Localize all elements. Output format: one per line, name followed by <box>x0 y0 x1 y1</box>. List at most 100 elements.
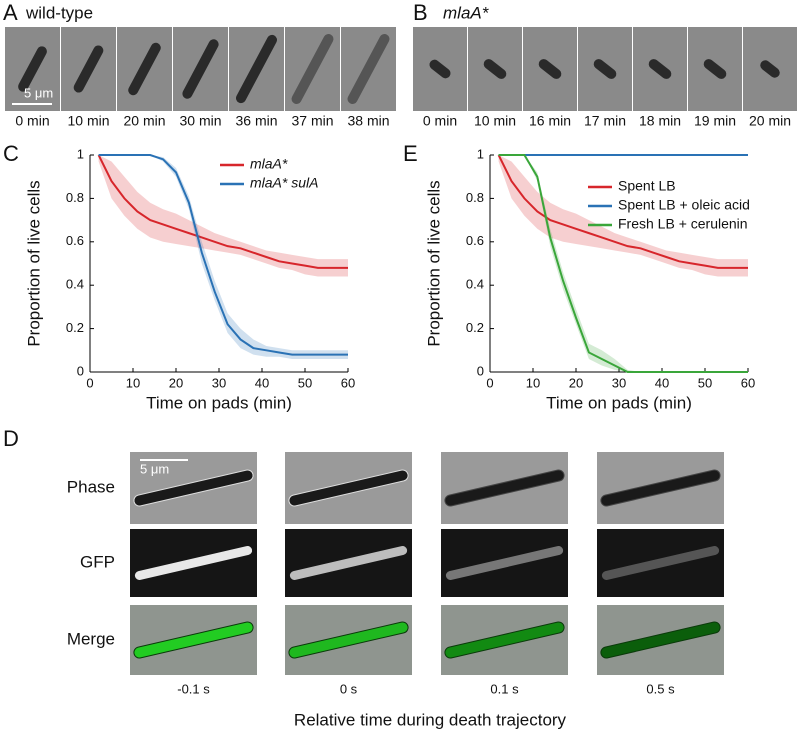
cell <box>444 469 565 507</box>
time-label: 19 min <box>694 113 736 129</box>
time-label: 0.1 s <box>490 681 519 696</box>
legend-label: Spent LB <box>618 178 676 194</box>
cell <box>703 59 727 79</box>
time-label: -0.1 s <box>177 681 210 696</box>
panel-letter: D <box>3 426 19 451</box>
x-tick-label: 50 <box>698 375 712 390</box>
y-tick-label: 0.6 <box>66 233 84 248</box>
y-axis-label: Proportion of live cells <box>424 180 443 346</box>
x-tick-label: 20 <box>169 375 183 390</box>
time-label: 20 min <box>123 113 165 129</box>
x-axis-label: Time on pads (min) <box>146 393 292 412</box>
y-axis-label: Proportion of live cells <box>24 180 43 346</box>
panel-letter: A <box>3 0 18 25</box>
cell <box>291 33 334 105</box>
cell <box>445 546 564 580</box>
scale-bar-label: 5 μm <box>24 85 53 100</box>
x-tick-label: 40 <box>655 375 669 390</box>
x-tick-label: 30 <box>612 375 626 390</box>
cell <box>134 546 253 580</box>
cell <box>601 546 720 580</box>
x-tick-label: 10 <box>126 375 140 390</box>
y-tick-label: 0.2 <box>466 320 484 335</box>
panel-title: wild-type <box>25 3 93 22</box>
confidence-band <box>98 155 348 359</box>
x-tick-label: 50 <box>298 375 312 390</box>
time-label: 16 min <box>529 113 571 129</box>
scale-bar-label: 5 μm <box>140 461 169 476</box>
confidence-band <box>498 155 748 277</box>
y-tick-label: 0 <box>477 363 484 378</box>
cell <box>444 621 565 659</box>
cell <box>18 46 47 92</box>
legend-label: Fresh LB + cerulenin <box>618 216 748 232</box>
panel-letter: E <box>403 141 418 166</box>
confidence-band <box>98 155 348 277</box>
time-label: 0.5 s <box>646 681 675 696</box>
series-line <box>98 154 348 356</box>
legend-label: mlaA* sulA <box>250 175 318 191</box>
y-tick-label: 0.4 <box>466 277 484 292</box>
time-label: 38 min <box>347 113 389 129</box>
cell <box>429 59 451 79</box>
time-label: 0 min <box>15 113 49 129</box>
x-axis-label: Relative time during death trajectory <box>294 710 567 729</box>
x-tick-label: 0 <box>86 375 93 390</box>
y-tick-label: 1 <box>77 146 84 161</box>
time-label: 10 min <box>474 113 516 129</box>
panel-title: mlaA* <box>443 3 490 22</box>
cell <box>760 60 780 78</box>
cell <box>182 39 219 99</box>
x-tick-label: 10 <box>526 375 540 390</box>
cell <box>347 33 390 105</box>
row-label: Merge <box>67 629 115 648</box>
cell <box>288 621 409 659</box>
panel-letter: C <box>3 141 19 166</box>
y-tick-label: 0 <box>77 363 84 378</box>
panel-letter: B <box>413 0 428 25</box>
x-axis-label: Time on pads (min) <box>546 393 692 412</box>
series-line <box>97 154 348 269</box>
cell <box>648 59 672 79</box>
time-label: 36 min <box>235 113 277 129</box>
cell <box>600 469 721 507</box>
x-tick-label: 30 <box>212 375 226 390</box>
cell <box>73 45 104 93</box>
time-label: 0 s <box>340 681 358 696</box>
cell <box>236 34 277 104</box>
x-tick-label: 60 <box>741 375 755 390</box>
cell <box>538 59 562 79</box>
time-label: 17 min <box>584 113 626 129</box>
series-line <box>497 154 748 269</box>
time-label: 30 min <box>179 113 221 129</box>
y-tick-label: 0.2 <box>66 320 84 335</box>
legend-label: Spent LB + oleic acid <box>618 197 750 213</box>
legend-label: mlaA* <box>250 156 288 172</box>
y-tick-label: 0.4 <box>66 277 84 292</box>
cell <box>593 59 617 79</box>
time-label: 18 min <box>639 113 681 129</box>
cell <box>289 546 408 580</box>
row-label: GFP <box>80 552 115 571</box>
x-tick-label: 40 <box>255 375 269 390</box>
x-tick-label: 60 <box>341 375 355 390</box>
series-line <box>498 154 748 373</box>
time-label: 10 min <box>67 113 109 129</box>
time-label: 37 min <box>291 113 333 129</box>
cell <box>128 42 161 96</box>
cell <box>133 469 254 507</box>
time-label: 20 min <box>749 113 791 129</box>
time-label: 0 min <box>423 113 457 129</box>
row-label: Phase <box>67 477 115 496</box>
y-tick-label: 0.8 <box>66 190 84 205</box>
y-tick-label: 0.8 <box>466 190 484 205</box>
cell <box>288 469 409 507</box>
x-tick-label: 20 <box>569 375 583 390</box>
x-tick-label: 0 <box>486 375 493 390</box>
cell <box>483 59 507 79</box>
cell <box>133 621 254 659</box>
y-tick-label: 1 <box>477 146 484 161</box>
y-tick-label: 0.6 <box>466 233 484 248</box>
cell <box>600 621 721 659</box>
